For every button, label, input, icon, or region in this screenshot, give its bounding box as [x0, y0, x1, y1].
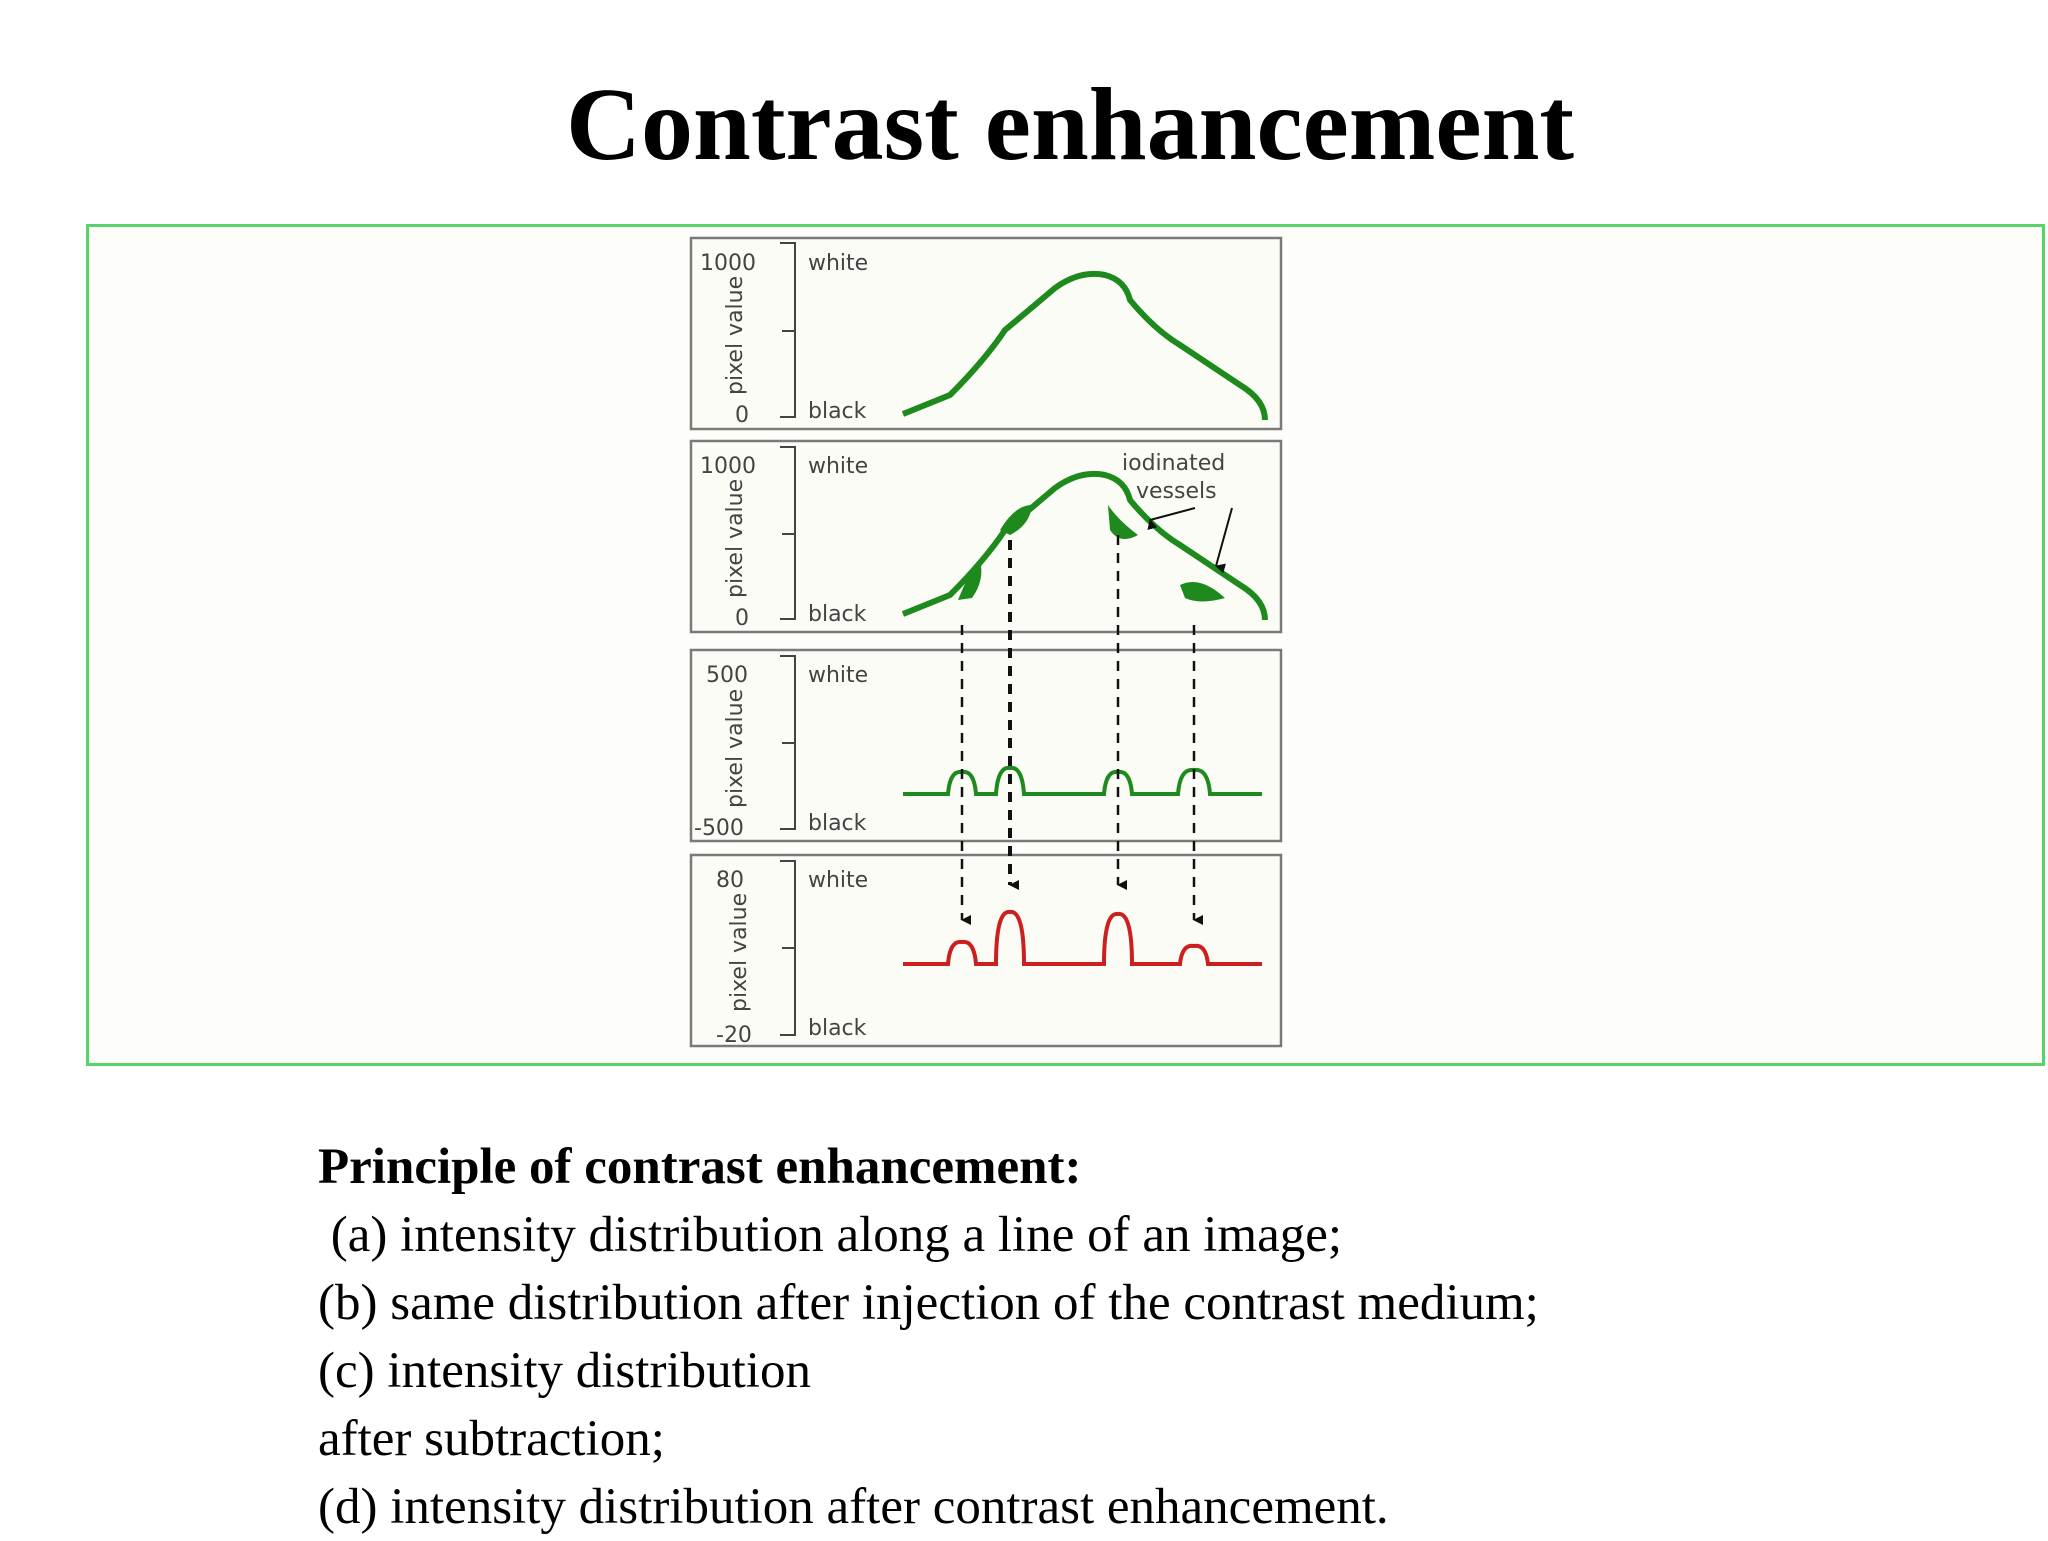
- panel-b-ybottom: 0: [735, 606, 749, 631]
- annotation-arrow-2: [1215, 507, 1233, 574]
- vessel-bulge-3: [1108, 505, 1138, 539]
- panel-a-ylabel: pixel value: [723, 276, 748, 395]
- panel-d-ylabel: pixel value: [727, 893, 752, 1012]
- panel-a-white: white: [808, 251, 868, 276]
- guide-arrows: [960, 535, 1203, 925]
- vessel-bulge-2: [1000, 505, 1032, 535]
- contrast-diagram: 1000 0 pixel value white black 1000 0 pi…: [689, 236, 1283, 1048]
- panel-d: 80 -20 pixel value white black: [689, 853, 1283, 1048]
- panel-c-curve: [903, 765, 1262, 796]
- panel-c-black: black: [808, 811, 867, 836]
- panel-a: 1000 0 pixel value white black: [689, 236, 1283, 431]
- caption: Principle of contrast enhancement: (a) i…: [318, 1133, 2018, 1541]
- panel-b: 1000 0 pixel value white black iodinated…: [689, 439, 1283, 634]
- panel-b-white: white: [808, 454, 868, 479]
- panel-b-ylabel: pixel value: [723, 479, 748, 598]
- caption-line-c-cont: after subtraction;: [318, 1411, 665, 1467]
- panel-c: 500 -500 pixel value white black: [689, 648, 1283, 843]
- caption-line-b: (b) same distribution after injection of…: [318, 1275, 1539, 1331]
- panel-b-annotation-2: vessels: [1136, 479, 1217, 504]
- panel-d-ybottom: -20: [716, 1023, 752, 1048]
- panel-c-white: white: [808, 663, 868, 688]
- panel-b-ytop: 1000: [700, 454, 756, 479]
- panel-c-ybottom: -500: [694, 816, 744, 841]
- panel-d-black: black: [808, 1016, 867, 1041]
- panel-a-curve: [901, 270, 1268, 421]
- panel-b-black: black: [808, 602, 867, 627]
- slide-title: Contrast enhancement: [565, 67, 1575, 182]
- panel-d-white: white: [808, 868, 868, 893]
- panel-a-ytop: 1000: [700, 251, 756, 276]
- caption-line-d: (d) intensity distribution after contras…: [318, 1479, 1389, 1535]
- vessel-bulge-4: [1180, 581, 1225, 602]
- caption-line-a: (a) intensity distribution along a line …: [318, 1207, 1343, 1263]
- caption-line-c: (c) intensity distribution: [318, 1343, 811, 1399]
- caption-heading: Principle of contrast enhancement:: [318, 1139, 1082, 1195]
- panel-c-ylabel: pixel value: [723, 689, 748, 808]
- panel-d-curve: [903, 910, 1262, 966]
- panel-d-ytop: 80: [716, 868, 744, 893]
- vessel-bulge-1: [958, 560, 982, 600]
- panel-a-black: black: [808, 399, 867, 424]
- panel-b-annotation-1: iodinated: [1122, 451, 1225, 476]
- annotation-arrow-1: [1147, 507, 1196, 530]
- panel-c-ytop: 500: [706, 663, 748, 688]
- panel-a-ybottom: 0: [735, 403, 749, 428]
